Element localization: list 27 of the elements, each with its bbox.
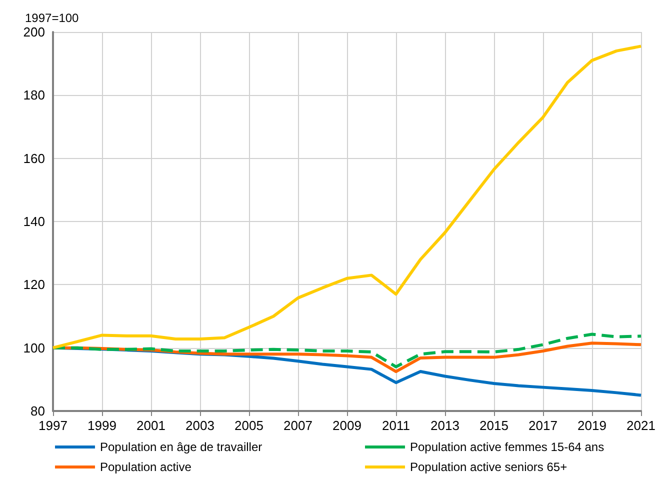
legend-label: Population active seniors 65+ <box>410 460 568 474</box>
x-tick-label: 2003 <box>186 418 214 433</box>
x-tick-label: 1997 <box>38 418 68 433</box>
y-tick-label: 120 <box>23 277 45 292</box>
x-tick-label: 2007 <box>284 418 312 433</box>
y-tick-label: 160 <box>23 150 45 166</box>
legend-label: Population en âge de travailler <box>100 440 262 454</box>
y-axis-title: 1997=100 <box>25 11 80 25</box>
line-series <box>52 332 642 368</box>
x-tick-label: 2021 <box>626 418 656 433</box>
x-tick-label: 2013 <box>430 418 460 433</box>
y-tick-label: 140 <box>23 214 45 229</box>
y-tick-label: 180 <box>23 88 45 103</box>
x-tick-label: 2001 <box>136 418 166 433</box>
line-series <box>52 44 642 350</box>
x-tick-label: 2005 <box>234 418 264 433</box>
legend-label: Population active femmes 15-64 ans <box>410 440 604 454</box>
x-tick-label: 1999 <box>88 418 116 433</box>
x-tick-label: 2009 <box>332 418 362 433</box>
y-tick-label: 200 <box>23 24 45 40</box>
x-tick-label: 2015 <box>480 418 508 433</box>
x-tick-label: 2019 <box>578 418 606 433</box>
x-tick-label: 2017 <box>528 418 558 433</box>
legend-label: Population active <box>100 460 192 474</box>
x-tick-label: 2011 <box>382 418 410 433</box>
y-tick-label: 80 <box>30 404 45 418</box>
y-tick-label: 100 <box>23 340 45 356</box>
